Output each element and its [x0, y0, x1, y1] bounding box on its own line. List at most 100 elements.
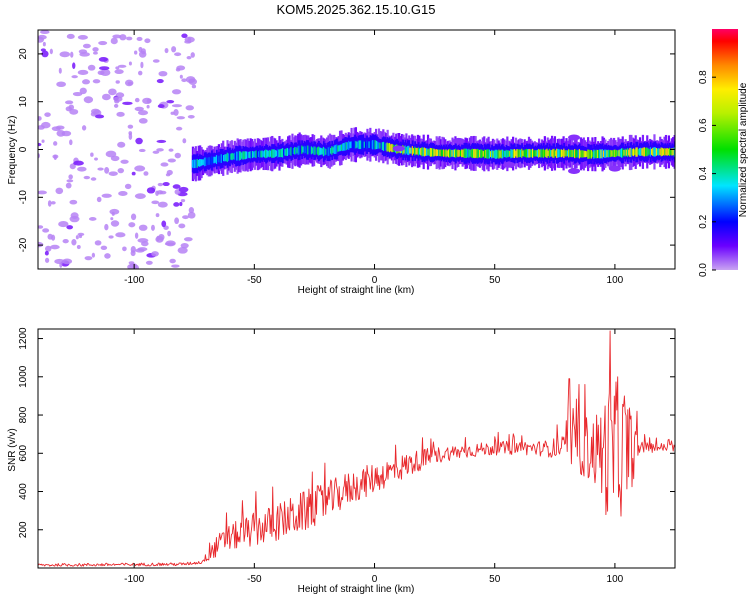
track-core [292, 148, 295, 154]
noise-blob [101, 193, 112, 198]
track-core [666, 147, 669, 156]
noise-blob [166, 99, 175, 104]
noise-blob [135, 248, 145, 253]
track-core [494, 149, 497, 159]
track-core [333, 145, 336, 154]
noise-blob [118, 191, 128, 196]
noise-blob [174, 152, 181, 159]
track-core [464, 148, 467, 159]
noise-blob [77, 34, 88, 40]
track-core [232, 153, 235, 160]
colorbar-label: Normalized spectral amplitude [738, 82, 749, 217]
track-core [517, 149, 520, 158]
track-core [421, 147, 424, 157]
track-core [325, 148, 327, 155]
track-core [378, 142, 380, 149]
spectrogram-marks [38, 30, 675, 269]
noise-blob [155, 213, 160, 218]
noise-blob [40, 30, 50, 35]
track-core [495, 149, 498, 159]
noise-blob [131, 171, 136, 176]
track-core [629, 147, 631, 157]
track-core [531, 148, 534, 158]
x-tick-label: -50 [247, 574, 262, 585]
noise-blob [177, 247, 188, 254]
track-core [487, 149, 490, 159]
noise-blob [66, 33, 75, 40]
noise-blob [77, 69, 89, 76]
track-core [617, 150, 619, 157]
noise-blob [128, 261, 135, 265]
noise-blob [179, 201, 183, 207]
track-core [209, 157, 212, 165]
track-core [485, 149, 487, 158]
noise-blob [171, 104, 183, 108]
noise-blob [130, 250, 136, 257]
track-core [412, 148, 415, 154]
noise-blob [62, 258, 73, 265]
track-core [337, 145, 339, 152]
noise-blob [70, 51, 74, 58]
track-core [331, 146, 333, 155]
noise-blob [156, 139, 167, 143]
noise-blob [185, 105, 195, 111]
noise-blob [94, 240, 102, 246]
track-core [482, 150, 485, 157]
track-core [492, 150, 494, 158]
track-core [345, 142, 348, 151]
track-core [199, 159, 201, 167]
noise-blob [130, 213, 137, 221]
noise-blob [90, 177, 97, 181]
track-core [342, 143, 344, 152]
track-core [254, 150, 256, 158]
track-core [605, 149, 607, 158]
noise-blob [108, 88, 117, 96]
noise-blob [146, 104, 150, 109]
track-core [643, 147, 646, 157]
noise-blob [117, 167, 125, 174]
track-core [588, 149, 591, 159]
track-core [194, 159, 196, 169]
track-core [590, 149, 593, 159]
noise-blob [184, 40, 192, 44]
track-core [616, 150, 618, 157]
noise-blob [138, 118, 148, 124]
track-core [197, 159, 200, 167]
track-core [546, 148, 548, 159]
track-core [334, 144, 337, 154]
track-core [344, 142, 347, 151]
track-core [404, 145, 407, 155]
track-core [649, 147, 652, 157]
track-core [318, 146, 320, 156]
track-core [524, 149, 527, 158]
track-core [360, 140, 362, 150]
track-core [236, 151, 238, 161]
track-core [536, 149, 539, 157]
x-tick-label: -50 [247, 275, 262, 286]
track-core [513, 149, 516, 158]
track-core [281, 148, 284, 158]
track-core [255, 150, 258, 159]
noise-blob [66, 225, 74, 230]
track-core [623, 149, 625, 156]
track-core [308, 146, 311, 154]
track-core [650, 148, 653, 155]
chart-title: KOM5.2025.362.15.10.G15 [276, 2, 435, 17]
track-core [654, 147, 657, 157]
track-core [320, 147, 323, 155]
noise-blob [138, 224, 148, 231]
noise-blob [38, 142, 42, 147]
track-core [319, 147, 321, 155]
x-tick-label: 100 [607, 574, 624, 585]
track-core [290, 147, 292, 156]
track-core [312, 147, 314, 154]
track-core [558, 149, 561, 158]
track-core [600, 149, 603, 159]
noise-blob [72, 91, 83, 97]
noise-blob [112, 34, 122, 39]
noise-blob [90, 152, 94, 157]
track-core [418, 148, 421, 155]
track-core [250, 151, 253, 158]
track-core [619, 149, 622, 157]
track-core [245, 151, 248, 159]
